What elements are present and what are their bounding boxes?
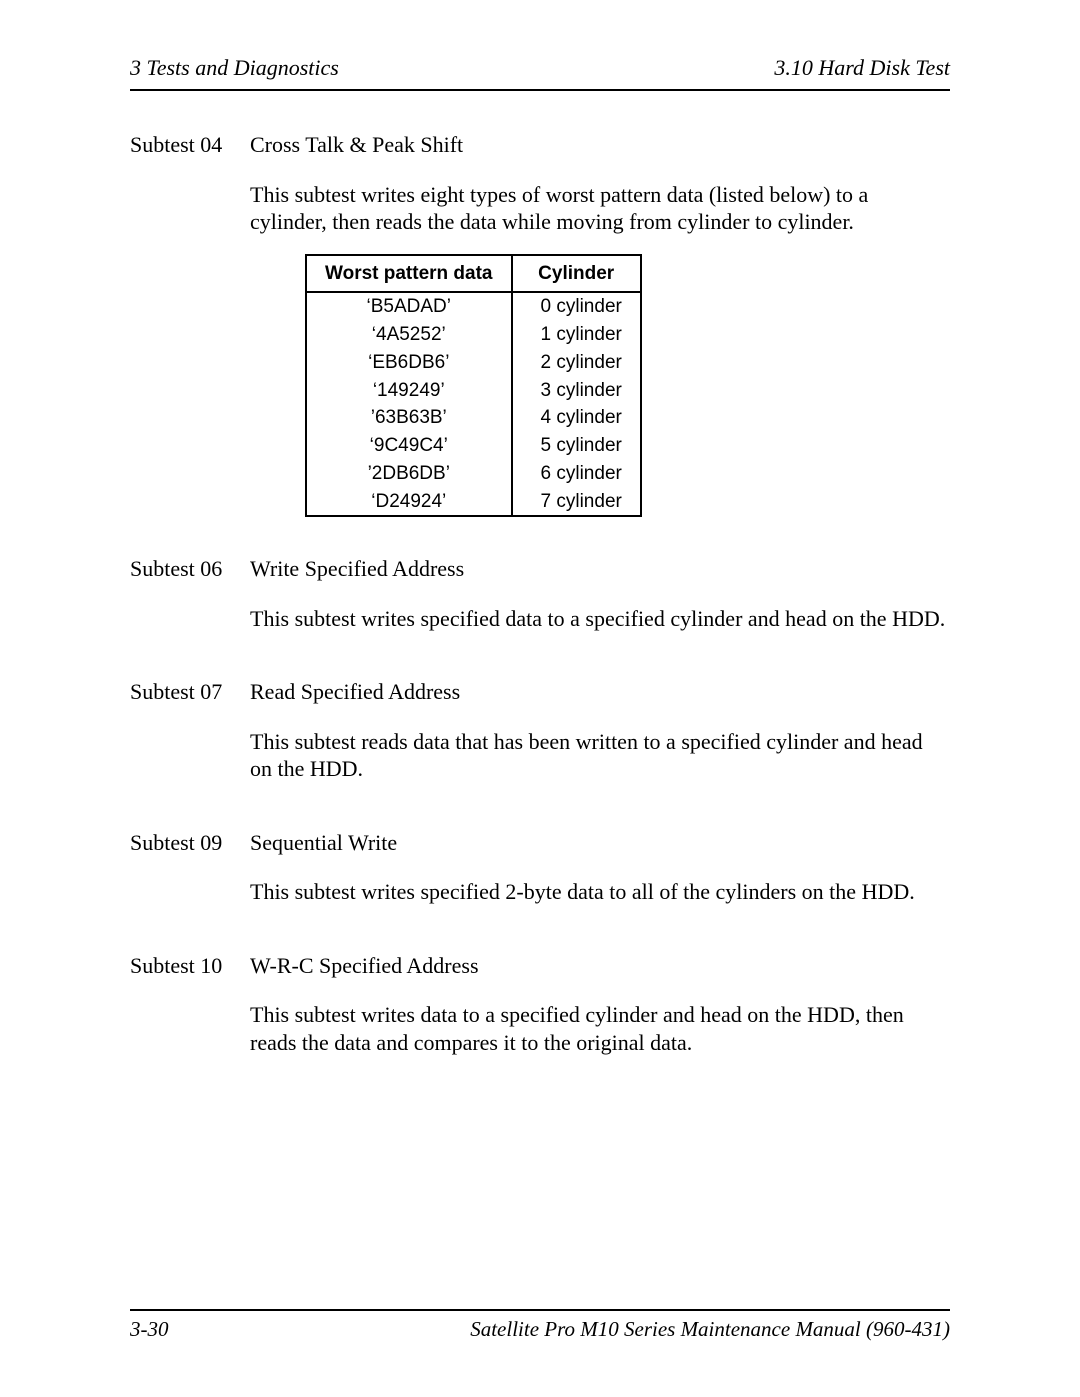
subtest-09: Subtest 09 Sequential Write This subtest… — [130, 829, 950, 924]
subtest-body: W-R-C Specified Address This subtest wri… — [250, 952, 950, 1075]
content-area: Subtest 04 Cross Talk & Peak Shift This … — [130, 131, 950, 1074]
table-cell-pattern: ‘9C49C4’ — [306, 432, 512, 460]
table-cell-cylinder: 4 cylinder — [512, 404, 641, 432]
subtest-07: Subtest 07 Read Specified Address This s… — [130, 678, 950, 801]
subtest-title: W-R-C Specified Address — [250, 952, 950, 980]
subtest-title: Cross Talk & Peak Shift — [250, 131, 950, 159]
page-header: 3 Tests and Diagnostics 3.10 Hard Disk T… — [130, 55, 950, 87]
table-cell-pattern: ‘EB6DB6’ — [306, 349, 512, 377]
subtest-desc: This subtest writes specified data to a … — [250, 605, 950, 633]
table-row: ‘4A5252’1 cylinder — [306, 321, 641, 349]
table-cell-cylinder: 5 cylinder — [512, 432, 641, 460]
subtest-desc: This subtest reads data that has been wr… — [250, 728, 950, 783]
footer-row: 3-30 Satellite Pro M10 Series Maintenanc… — [130, 1317, 950, 1342]
table-cell-cylinder: 0 cylinder — [512, 292, 641, 321]
subtest-label: Subtest 10 — [130, 952, 250, 1075]
footer-manual-title: Satellite Pro M10 Series Maintenance Man… — [470, 1317, 950, 1342]
page-footer: 3-30 Satellite Pro M10 Series Maintenanc… — [130, 1309, 950, 1342]
table-cell-pattern: ’63B63B’ — [306, 404, 512, 432]
pattern-table: Worst pattern data Cylinder ‘B5ADAD’0 cy… — [305, 254, 642, 518]
footer-rule — [130, 1309, 950, 1311]
header-right: 3.10 Hard Disk Test — [774, 55, 950, 81]
table-row: ‘9C49C4’5 cylinder — [306, 432, 641, 460]
header-rule — [130, 89, 950, 91]
header-left: 3 Tests and Diagnostics — [130, 55, 339, 81]
table-cell-pattern: ‘B5ADAD’ — [306, 292, 512, 321]
table-cell-cylinder: 7 cylinder — [512, 488, 641, 517]
footer-page-number: 3-30 — [130, 1317, 169, 1342]
subtest-desc: This subtest writes specified 2-byte dat… — [250, 878, 950, 906]
subtest-label: Subtest 07 — [130, 678, 250, 801]
subtest-10: Subtest 10 W-R-C Specified Address This … — [130, 952, 950, 1075]
table-cell-cylinder: 2 cylinder — [512, 349, 641, 377]
subtest-label: Subtest 09 — [130, 829, 250, 924]
table-header-cell: Cylinder — [512, 255, 641, 293]
table-header-cell: Worst pattern data — [306, 255, 512, 293]
subtest-title: Read Specified Address — [250, 678, 950, 706]
subtest-label: Subtest 04 — [130, 131, 250, 527]
table-header-row: Worst pattern data Cylinder — [306, 255, 641, 293]
subtest-04: Subtest 04 Cross Talk & Peak Shift This … — [130, 131, 950, 527]
table-cell-pattern: ‘4A5252’ — [306, 321, 512, 349]
subtest-body: Cross Talk & Peak Shift This subtest wri… — [250, 131, 950, 527]
subtest-desc: This subtest writes data to a specified … — [250, 1001, 950, 1056]
table-cell-cylinder: 1 cylinder — [512, 321, 641, 349]
table-cell-cylinder: 6 cylinder — [512, 460, 641, 488]
subtest-title: Write Specified Address — [250, 555, 950, 583]
table-cell-pattern: ‘149249’ — [306, 377, 512, 405]
subtest-title: Sequential Write — [250, 829, 950, 857]
subtest-06: Subtest 06 Write Specified Address This … — [130, 555, 950, 650]
subtest-body: Read Specified Address This subtest read… — [250, 678, 950, 801]
subtest-desc: This subtest writes eight types of worst… — [250, 181, 950, 236]
table-row: ’63B63B’4 cylinder — [306, 404, 641, 432]
page: 3 Tests and Diagnostics 3.10 Hard Disk T… — [0, 0, 1080, 1397]
table-row: ’2DB6DB’6 cylinder — [306, 460, 641, 488]
table-row: ‘D24924’7 cylinder — [306, 488, 641, 517]
table-row: ‘B5ADAD’0 cylinder — [306, 292, 641, 321]
table-row: ‘EB6DB6’2 cylinder — [306, 349, 641, 377]
table-cell-cylinder: 3 cylinder — [512, 377, 641, 405]
subtest-body: Write Specified Address This subtest wri… — [250, 555, 950, 650]
table-cell-pattern: ‘D24924’ — [306, 488, 512, 517]
table-cell-pattern: ’2DB6DB’ — [306, 460, 512, 488]
table-row: ‘149249’3 cylinder — [306, 377, 641, 405]
subtest-body: Sequential Write This subtest writes spe… — [250, 829, 950, 924]
subtest-label: Subtest 06 — [130, 555, 250, 650]
